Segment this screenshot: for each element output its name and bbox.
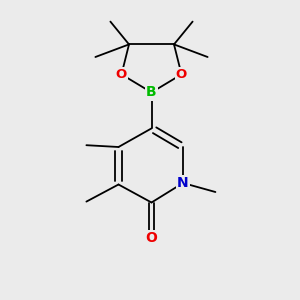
Text: N: N (177, 176, 189, 190)
Text: O: O (116, 68, 127, 81)
Text: B: B (146, 85, 157, 99)
Text: O: O (176, 68, 187, 81)
Text: O: O (146, 232, 158, 245)
